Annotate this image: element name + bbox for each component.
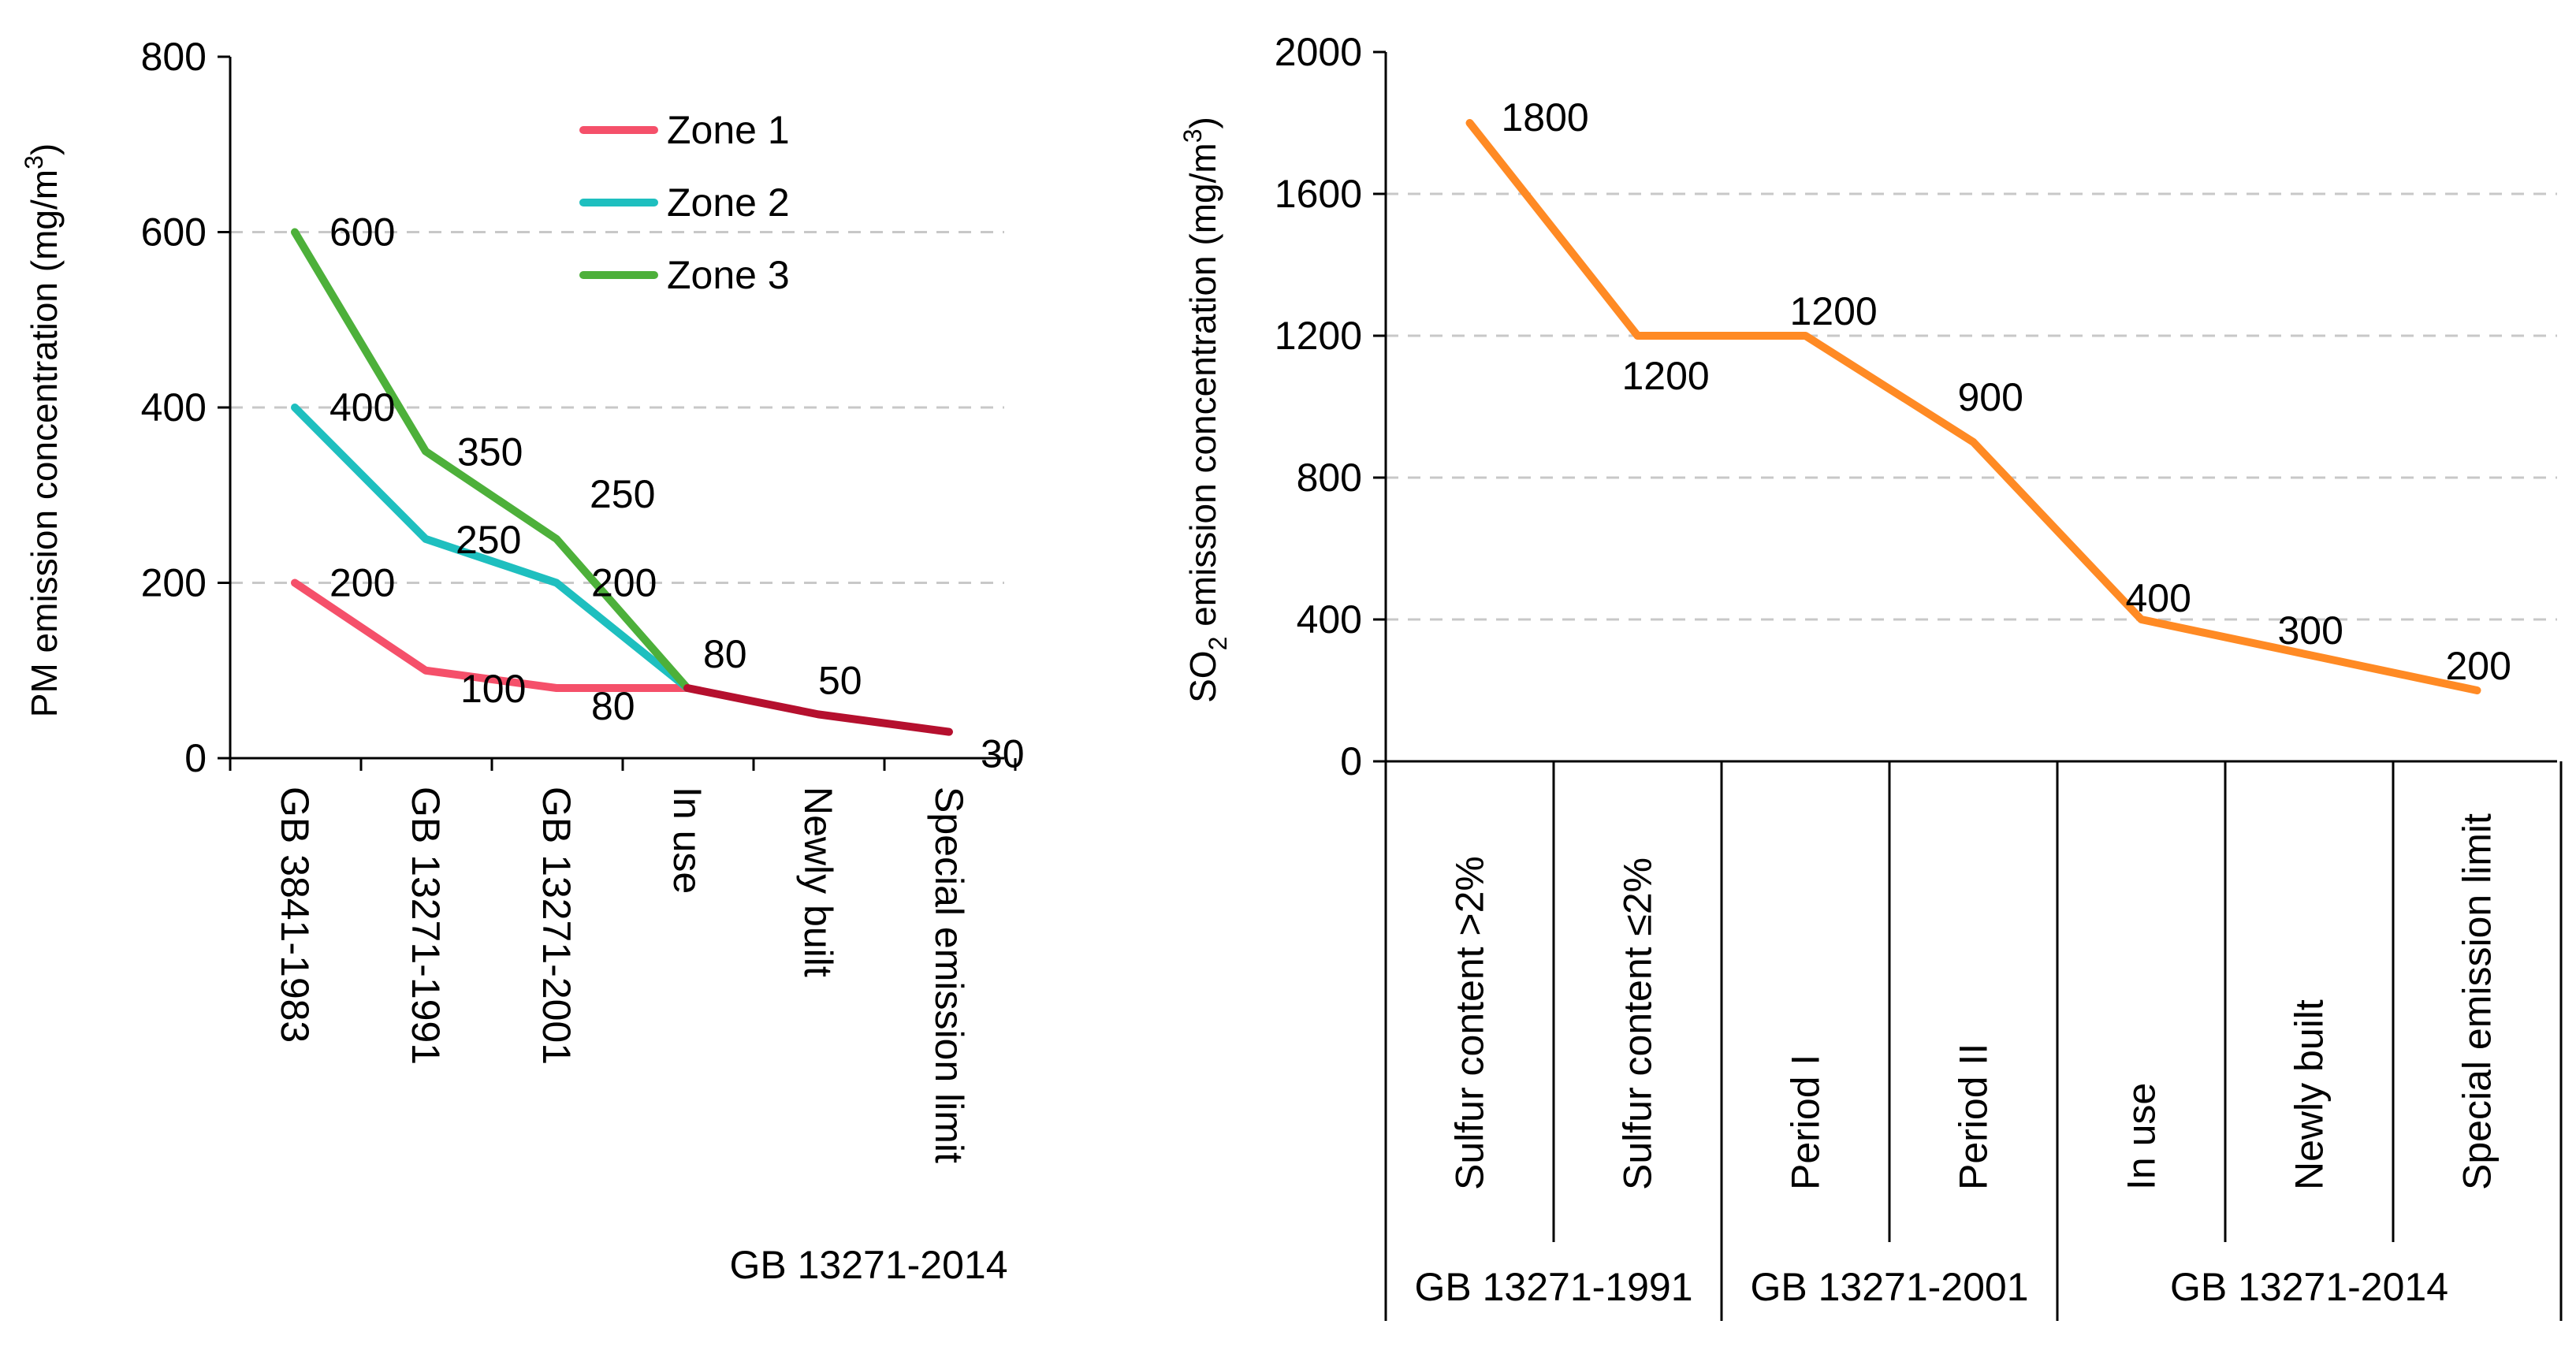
pm-category-labels: GB 3841-1983 GB 13271-1991 GB 13271-2001 In…: [273, 787, 971, 1163]
series-line: [1465, 119, 2481, 694]
data-label: 100: [460, 667, 526, 711]
category-label: Newly built: [2288, 999, 2332, 1190]
data-label: 200: [2446, 644, 2511, 688]
data-label: 200: [591, 561, 657, 605]
category-label: Period II: [1952, 1043, 1996, 1190]
pm-gridlines: [230, 231, 1004, 584]
category-label: In use: [2120, 1083, 2164, 1190]
legend-label: Zone 2: [667, 180, 790, 225]
category-label: In use: [665, 787, 709, 894]
group-label: GB 13271-2014: [2170, 1265, 2448, 1309]
data-label: 200: [329, 561, 395, 605]
data-label: 30: [981, 732, 1025, 776]
category-label: GB 3841-1983: [273, 787, 317, 1043]
y-tick-label: 400: [1297, 597, 1362, 642]
pm-series-lines: [291, 228, 953, 736]
data-label: 50: [818, 658, 862, 702]
so2-gridlines: [1386, 192, 2557, 621]
so2-axes: [1373, 50, 2563, 1321]
data-label: 400: [2126, 576, 2191, 620]
data-label: 250: [456, 518, 521, 562]
pm-group-label: GB 13271-2014: [729, 1243, 1007, 1287]
data-label: 250: [590, 472, 655, 516]
series-line: [291, 228, 691, 692]
so2-group-labels: GB 13271-1991 GB 13271-2001 GB 13271-2014: [1414, 1265, 2448, 1309]
category-label: Special emission limit: [2455, 813, 2500, 1190]
pm-axes: [218, 55, 1017, 771]
data-label: 600: [329, 210, 395, 255]
legend-label: Zone 3: [667, 253, 790, 297]
so2-y-axis-title: SO2 emission concentration (mg/m3): [1178, 117, 1232, 703]
group-label: GB 13271-1991: [1414, 1265, 1692, 1309]
category-label: Special emission limit: [927, 787, 971, 1163]
data-label: 80: [591, 684, 635, 728]
so2-category-labels: Sulfur content >2% Sulfur content ≤2% Peri…: [1448, 813, 2500, 1190]
y-tick-label: 2000: [1275, 30, 1362, 74]
so2-chart: 0 400 800 1200 1600 2000 1800 1200 1200 900 400 30…: [1178, 30, 2563, 1321]
pm-data-labels: 200 100 80 80 400 250 200 600 350 250 50 30: [329, 210, 1025, 776]
data-label: 1200: [1622, 354, 1710, 398]
pm-y-axis-title: PM emission concentration (mg/m3): [20, 143, 65, 717]
category-label: GB 13271-2001: [534, 787, 579, 1065]
data-label: 300: [2278, 608, 2343, 653]
y-tick-label: 0: [1340, 739, 1362, 783]
y-tick-label: 1600: [1275, 172, 1362, 216]
pm-legend: Zone 1 Zone 2 Zone 3: [579, 108, 790, 297]
category-label: GB 13271-1991: [404, 787, 448, 1065]
group-label: GB 13271-2001: [1750, 1265, 2028, 1309]
data-label: 350: [457, 430, 523, 474]
so2-series-lines: [1465, 119, 2481, 694]
data-label: 80: [703, 632, 747, 676]
series-line: [291, 404, 691, 692]
so2-y-ticks: 0 400 800 1200 1600 2000: [1275, 30, 1362, 783]
category-label: Sulfur content ≤2%: [1616, 857, 1660, 1190]
category-label: Sulfur content >2%: [1448, 856, 1492, 1190]
y-tick-label: 800: [1297, 456, 1362, 500]
data-label: 900: [1958, 375, 2023, 419]
series-line: [291, 578, 691, 692]
data-label: 1800: [1502, 95, 1589, 139]
y-tick-label: 200: [141, 561, 207, 605]
data-label: 400: [329, 385, 395, 430]
category-label: Period I: [1784, 1055, 1828, 1190]
category-label: Newly built: [796, 787, 840, 977]
y-tick-label: 0: [184, 736, 207, 780]
y-tick-label: 1200: [1275, 314, 1362, 358]
so2-data-labels: 1800 1200 1200 900 400 300 200: [1502, 95, 2511, 688]
y-tick-label: 800: [141, 35, 207, 79]
pm-y-ticks: 0 200 400 600 800: [141, 35, 207, 780]
legend-label: Zone 1: [667, 108, 790, 152]
data-label: 1200: [1790, 289, 1878, 333]
y-tick-label: 600: [141, 210, 207, 255]
series-line: [683, 684, 953, 736]
y-tick-label: 400: [141, 385, 207, 430]
